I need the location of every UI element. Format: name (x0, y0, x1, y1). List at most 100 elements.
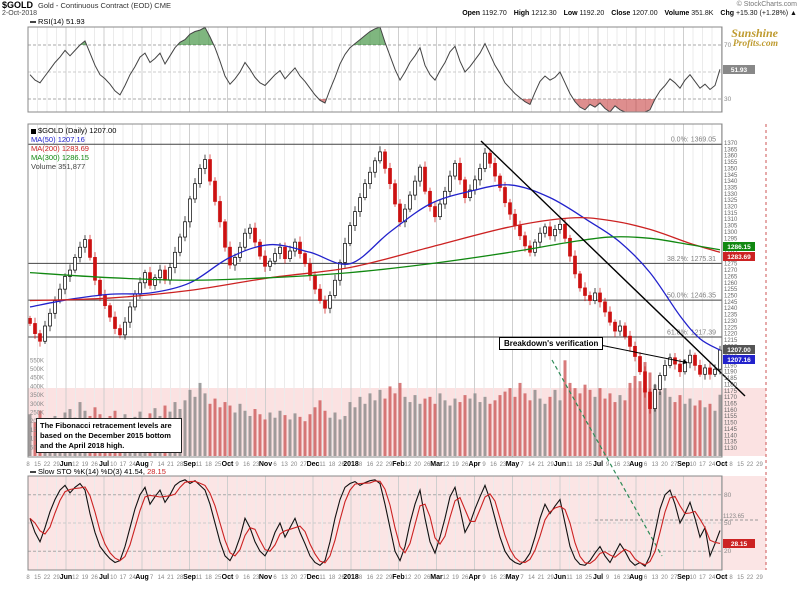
legend-ma50-label: MA(50) (31, 135, 56, 144)
svg-text:1365: 1365 (724, 147, 738, 153)
svg-text:Oct: Oct (222, 574, 234, 581)
svg-text:21: 21 (167, 462, 174, 468)
sunshine-profits-watermark: Sunshine Profits.com (731, 27, 778, 50)
svg-text:1310: 1310 (724, 217, 738, 223)
svg-text:1340: 1340 (724, 179, 738, 185)
svg-text:1275: 1275 (724, 262, 738, 268)
date-axis-labels: 8 15 22 29 Jun 12 19 26 Jul 10 17 24 Aug 7 14 21 28 Sep 11… (26, 461, 763, 581)
svg-text:6: 6 (273, 462, 277, 468)
svg-text:21: 21 (538, 462, 545, 468)
candlesticks (28, 146, 722, 414)
svg-text:50.0%: 1246.35: 50.0%: 1246.35 (667, 293, 716, 300)
svg-text:23: 23 (500, 575, 507, 581)
svg-text:Jul: Jul (99, 461, 109, 468)
svg-text:8: 8 (359, 575, 363, 581)
svg-text:Sep: Sep (677, 461, 690, 468)
svg-text:24: 24 (129, 575, 136, 581)
svg-text:14: 14 (158, 462, 165, 468)
price-axis-labels: 1370136513601355135013451340133513301325… (724, 141, 738, 452)
svg-text:Mar: Mar (430, 461, 443, 468)
svg-text:26: 26 (424, 462, 431, 468)
svg-text:11: 11 (196, 462, 203, 468)
svg-text:1315: 1315 (724, 211, 738, 217)
volume-label: Volume (664, 10, 690, 17)
svg-text:8: 8 (729, 575, 733, 581)
svg-text:26: 26 (338, 575, 345, 581)
svg-text:20: 20 (724, 548, 732, 555)
svg-text:23: 23 (253, 575, 260, 581)
svg-text:14: 14 (158, 575, 165, 581)
svg-text:250K: 250K (30, 411, 44, 417)
svg-text:Jun: Jun (60, 461, 72, 468)
svg-text:Mar: Mar (430, 574, 443, 581)
svg-text:27: 27 (300, 575, 307, 581)
legend-ma300-label: MA(300) (31, 153, 60, 162)
svg-text:Jul: Jul (593, 574, 603, 581)
symbol: $GOLD (2, 0, 34, 10)
svg-text:20: 20 (291, 575, 298, 581)
svg-text:Aug: Aug (135, 461, 149, 468)
svg-text:1207.00: 1207.00 (727, 347, 751, 354)
stochastic-legend: Slow STO %K(14) %D(3) 41.54, 28.15 (30, 467, 166, 476)
svg-text:10: 10 (690, 462, 697, 468)
svg-text:12: 12 (443, 462, 450, 468)
stochastic-lines (29, 479, 721, 568)
svg-text:26: 26 (462, 462, 469, 468)
svg-text:Dec: Dec (307, 574, 320, 581)
svg-text:1335: 1335 (724, 185, 738, 191)
svg-text:29: 29 (386, 575, 393, 581)
legend-gold-label: $GOLD (Daily) (38, 126, 88, 135)
svg-text:23: 23 (623, 575, 630, 581)
svg-text:400K: 400K (30, 384, 44, 390)
svg-text:1300: 1300 (724, 230, 738, 236)
svg-text:23: 23 (623, 462, 630, 468)
svg-text:17: 17 (699, 462, 706, 468)
svg-text:Sep: Sep (183, 461, 196, 468)
svg-text:0.0%: 1369.05: 0.0%: 1369.05 (671, 137, 716, 144)
legend-volume-value: 351,877 (58, 162, 86, 171)
rsi-legend: RSI(14) 51.93 (30, 17, 85, 26)
svg-text:22: 22 (747, 575, 754, 581)
legend-volume-label: Volume (31, 162, 57, 171)
svg-text:Apr: Apr (468, 574, 480, 581)
svg-text:19: 19 (452, 462, 459, 468)
watermark-line2: Profits.com (732, 38, 778, 49)
svg-text:22: 22 (376, 462, 383, 468)
close-label: Close (611, 10, 631, 17)
svg-text:10: 10 (110, 462, 117, 468)
svg-text:9: 9 (606, 462, 610, 468)
svg-text:26: 26 (91, 462, 98, 468)
svg-text:9: 9 (482, 462, 486, 468)
svg-text:51.93: 51.93 (731, 67, 748, 74)
svg-text:61.8%: 1217.39: 61.8%: 1217.39 (667, 329, 716, 336)
svg-text:6: 6 (273, 575, 277, 581)
svg-text:1260: 1260 (724, 281, 738, 287)
svg-text:12: 12 (405, 462, 412, 468)
svg-text:15: 15 (737, 575, 744, 581)
svg-text:1215: 1215 (724, 338, 738, 344)
sto-k-value: 41.54, (124, 467, 146, 476)
svg-text:1160: 1160 (724, 408, 738, 414)
svg-text:14: 14 (528, 462, 535, 468)
rsi-line (29, 26, 721, 113)
svg-text:70: 70 (724, 42, 732, 49)
watermark-line1: Sunshine (731, 26, 778, 40)
svg-text:25: 25 (215, 462, 222, 468)
svg-text:1225: 1225 (724, 325, 738, 331)
svg-text:1195: 1195 (724, 363, 738, 369)
svg-text:7: 7 (150, 575, 154, 581)
svg-text:16: 16 (490, 462, 497, 468)
svg-text:15: 15 (34, 575, 41, 581)
svg-text:16: 16 (614, 462, 621, 468)
svg-text:Apr: Apr (468, 461, 480, 468)
svg-text:Jul: Jul (99, 574, 109, 581)
svg-text:1286.15: 1286.15 (727, 244, 751, 251)
svg-text:1180: 1180 (724, 382, 738, 388)
svg-text:6: 6 (644, 575, 648, 581)
fibonacci-note-box: The Fibonacci retracement levels are bas… (36, 418, 182, 454)
svg-text:1330: 1330 (724, 192, 738, 198)
svg-text:27: 27 (300, 462, 307, 468)
svg-text:7: 7 (150, 462, 154, 468)
svg-text:1255: 1255 (724, 287, 738, 293)
